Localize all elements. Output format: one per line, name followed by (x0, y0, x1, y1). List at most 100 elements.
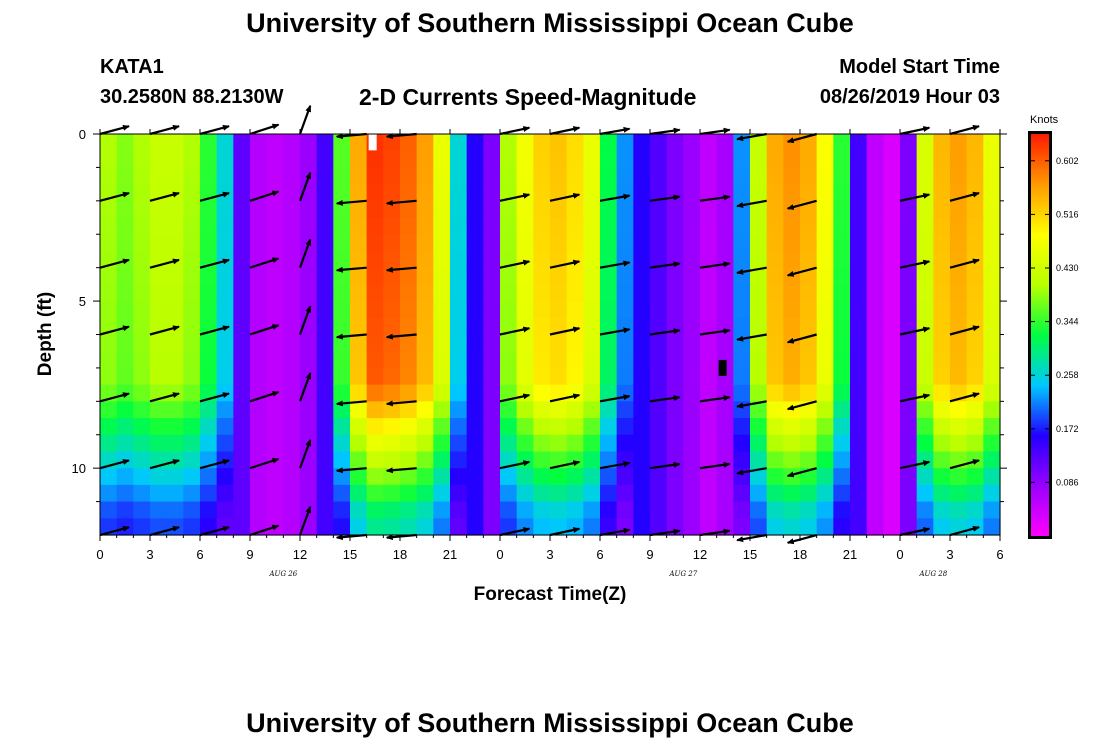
heatmap-cell (733, 150, 751, 169)
heatmap-cell (866, 284, 884, 302)
heatmap-cell (583, 184, 601, 202)
heatmap-cell (783, 167, 801, 185)
current-vector (649, 395, 681, 403)
heatmap-cell (366, 167, 384, 185)
heatmap-cell (533, 301, 551, 319)
heatmap-cell (500, 267, 518, 285)
heatmap-cell (333, 451, 351, 469)
heatmap-cell (866, 217, 884, 235)
heatmap-cell (516, 250, 534, 269)
heatmap-cell (600, 317, 618, 336)
heatmap-cell (683, 167, 701, 185)
heatmap-cell (733, 234, 751, 252)
heatmap-cell (983, 434, 1001, 453)
heatmap-cell (650, 384, 668, 402)
heatmap-cell (783, 284, 801, 302)
heatmap-cell (266, 301, 284, 319)
heatmap-cell (150, 167, 168, 185)
heatmap-cell (416, 501, 434, 519)
heatmap-cell (866, 384, 884, 402)
heatmap-cell (600, 334, 618, 352)
heatmap-cell (116, 351, 134, 369)
heatmap-cell (816, 184, 834, 202)
heatmap-cell (716, 234, 734, 252)
heatmap-cell (233, 434, 251, 453)
heatmap-cell (366, 451, 384, 469)
heatmap-cell (316, 434, 334, 453)
current-vector (385, 333, 417, 340)
heatmap-cell (566, 184, 584, 202)
heatmap-cell (450, 468, 468, 486)
heatmap-cell (283, 234, 301, 252)
heatmap-cell (550, 484, 568, 503)
current-vector (949, 525, 980, 537)
heatmap-cell (316, 367, 334, 386)
current-vector (786, 467, 817, 478)
heatmap-cell (866, 334, 884, 352)
heatmap-cell (883, 334, 901, 352)
heatmap-cell (683, 518, 701, 536)
heatmap-cell (966, 518, 984, 536)
heatmap-cell (800, 317, 818, 336)
heatmap-cell (833, 250, 851, 269)
heatmap-cell (883, 217, 901, 235)
heatmap-cell (266, 367, 284, 386)
heatmap-cell (916, 317, 934, 336)
heatmap-cell (633, 451, 651, 469)
heatmap-cell (866, 200, 884, 219)
heatmap-cell (583, 284, 601, 302)
heatmap-cell (883, 484, 901, 503)
heatmap-cell (516, 184, 534, 202)
heatmap-cell (783, 401, 801, 419)
current-vector (199, 124, 230, 136)
heatmap-cell (500, 484, 518, 503)
heatmap-cell (750, 284, 768, 302)
heatmap-cell (883, 418, 901, 436)
heatmap-cell (416, 167, 434, 185)
heatmap-cell (700, 468, 718, 486)
heatmap-cell (766, 401, 784, 419)
heatmap-cell (566, 301, 584, 319)
heatmap-cell (866, 234, 884, 252)
heatmap-cell (200, 150, 218, 169)
heatmap-cell (616, 217, 634, 235)
heatmap-cell (500, 501, 518, 519)
heatmap-cell (666, 301, 684, 319)
heatmap-cell (100, 401, 118, 419)
heatmap-cell (450, 150, 468, 169)
current-vector (899, 326, 931, 336)
heatmap-cell (816, 518, 834, 536)
heatmap-cell (683, 317, 701, 336)
heatmap-cell (950, 234, 968, 252)
heatmap-cell (150, 501, 168, 519)
heatmap-cell (883, 434, 901, 453)
heatmap-cell (250, 217, 268, 235)
heatmap-cell (116, 217, 134, 235)
heatmap-cell (766, 367, 784, 386)
heatmap-cell (750, 468, 768, 486)
heatmap-cell (500, 217, 518, 235)
heatmap-cell (633, 167, 651, 185)
heatmap-cell (250, 351, 268, 369)
heatmap-cell (516, 301, 534, 319)
heatmap-cell (500, 284, 518, 302)
heatmap-cell (866, 301, 884, 319)
heatmap-cell (500, 468, 518, 486)
heatmap-cell (300, 200, 318, 219)
heatmap-cell (316, 284, 334, 302)
heatmap-cell (866, 267, 884, 285)
heatmap-cell (716, 200, 734, 219)
heatmap-cell (816, 234, 834, 252)
heatmap-cell (683, 401, 701, 419)
heatmap-cell (666, 484, 684, 503)
heatmap-cell (133, 167, 151, 185)
heatmap-cell (716, 418, 734, 436)
heatmap-cell (750, 301, 768, 319)
heatmap-cell (250, 501, 268, 519)
heatmap-cell (816, 250, 834, 269)
heatmap-cell (700, 384, 718, 402)
heatmap-cell (683, 184, 701, 202)
heatmap-cell (783, 217, 801, 235)
heatmap-cell (216, 317, 234, 336)
